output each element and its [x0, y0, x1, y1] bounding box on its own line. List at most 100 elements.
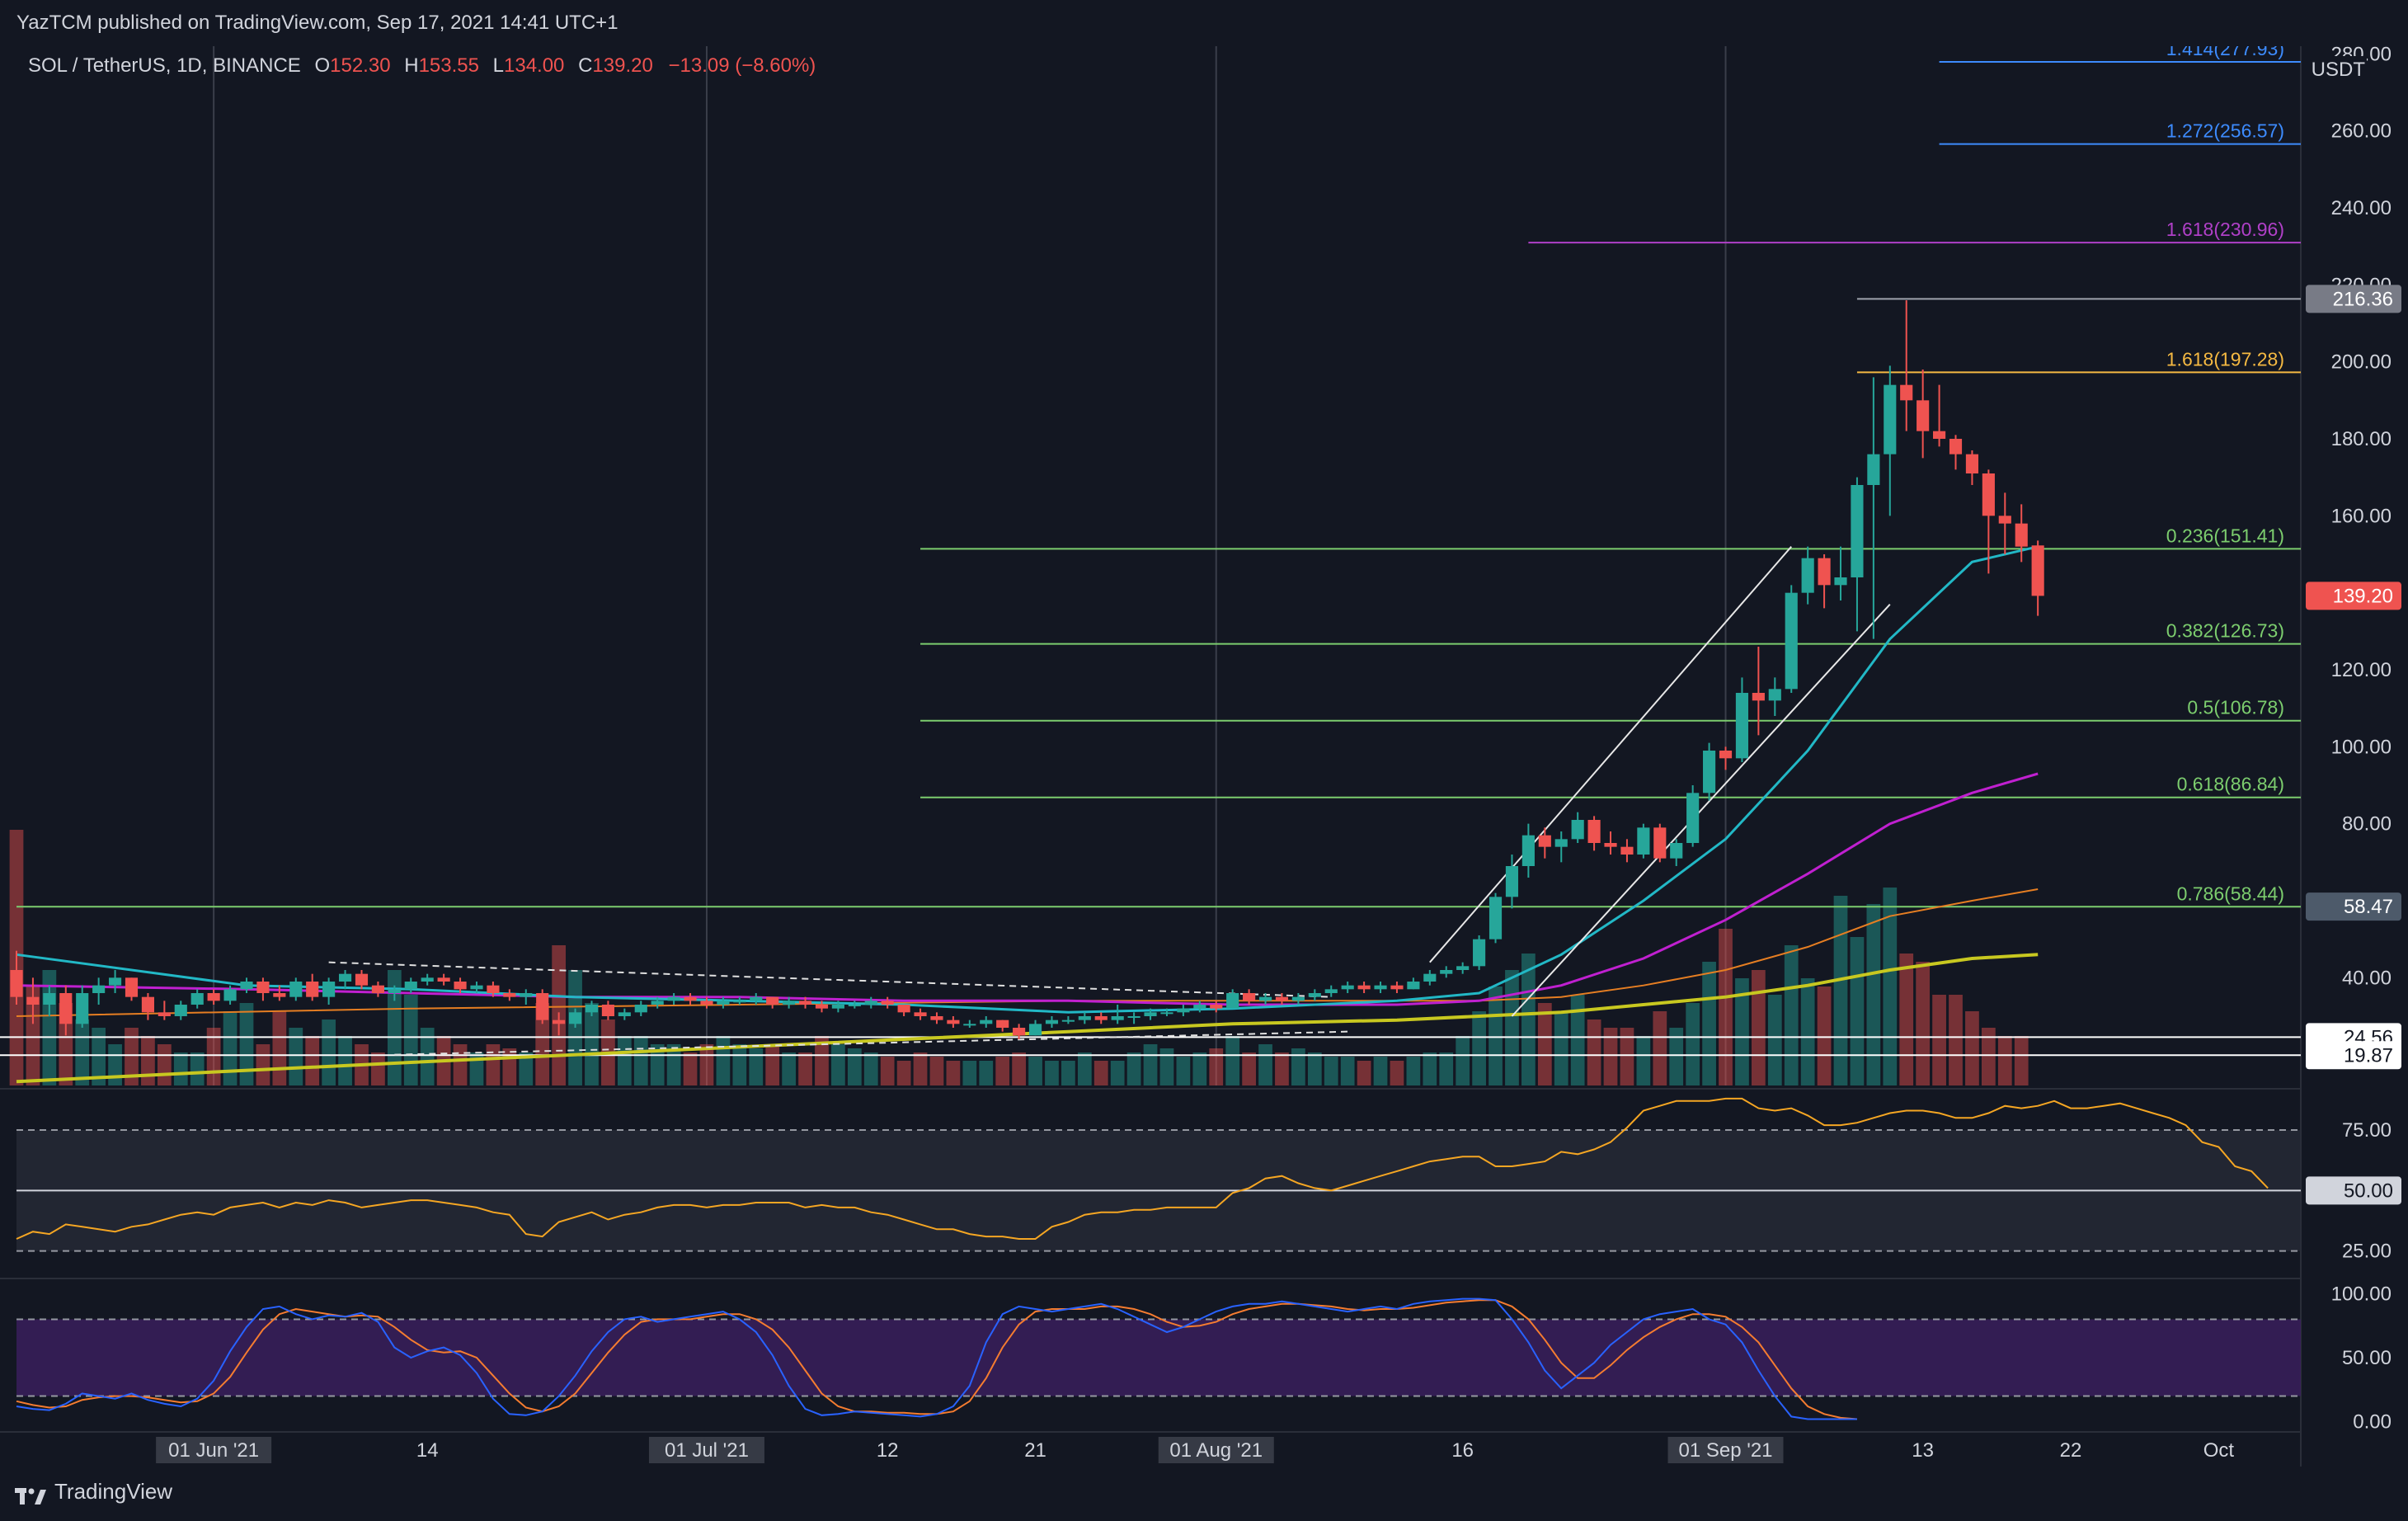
- ema200-line: [16, 953, 2039, 1084]
- candle-body: [897, 1005, 910, 1013]
- volume-bar: [1225, 1036, 1240, 1085]
- volume-bar: [2014, 1036, 2029, 1085]
- time-tick-label: 13: [1912, 1439, 1934, 1462]
- volume-bar: [896, 1061, 911, 1085]
- volume-bar: [239, 1003, 254, 1085]
- candle-body: [1933, 431, 1946, 439]
- fib-level-label: 0.618(86.84): [2177, 774, 2284, 795]
- candle-body: [1703, 751, 1716, 793]
- volume-bar: [1833, 896, 1848, 1085]
- candle-body: [1653, 827, 1667, 859]
- volume-bar: [1307, 1052, 1322, 1085]
- volume-bar: [1373, 1057, 1388, 1085]
- volume-bar: [1291, 1048, 1305, 1085]
- volume-bar: [699, 1044, 714, 1085]
- candle-body: [256, 982, 270, 993]
- tradingview-logo-icon: [15, 1482, 46, 1505]
- candle-body: [1341, 985, 1354, 990]
- candle-body: [1949, 439, 1963, 454]
- price-tag-bg: [2306, 1041, 2401, 1070]
- candle-body: [1554, 839, 1568, 847]
- volume-bar: [157, 1044, 172, 1085]
- candle-body: [1670, 843, 1683, 859]
- candle-body: [43, 993, 56, 1005]
- candle-body: [141, 996, 154, 1013]
- volume-bar: [1570, 995, 1585, 1085]
- rsi-tick-label: 75.00: [2342, 1119, 2392, 1142]
- candle-body: [1275, 996, 1289, 1001]
- volume-bar: [387, 970, 402, 1085]
- volume-bar: [1817, 987, 1832, 1085]
- volume-bar: [256, 1044, 270, 1085]
- volume-bar: [1439, 1052, 1454, 1085]
- volume-bar: [995, 1057, 1010, 1085]
- volume-bar: [223, 1011, 238, 1085]
- volume-bar: [1176, 1057, 1191, 1085]
- volume-bar: [420, 1028, 435, 1085]
- volume-bar: [26, 987, 40, 1085]
- candle-body: [1324, 989, 1338, 993]
- tradingview-footer[interactable]: TradingView: [15, 1475, 172, 1508]
- candle-body: [1686, 793, 1700, 843]
- candle-body: [601, 1005, 614, 1016]
- volume-bar: [1965, 1011, 1979, 1085]
- candle-body: [470, 985, 483, 990]
- candle-body: [996, 1019, 1009, 1028]
- candle-body: [568, 1012, 582, 1024]
- time-tick-label: 01 Sep '21: [1679, 1439, 1773, 1462]
- volume-bar: [1850, 937, 1865, 1085]
- fib-level-label: 1.414(277.93): [2166, 38, 2284, 59]
- volume-bar: [289, 1028, 303, 1085]
- candle-body: [174, 1005, 187, 1016]
- price-tick-label: 100.00: [2331, 736, 2392, 758]
- candle-body: [1177, 1008, 1190, 1013]
- candle-body: [717, 1001, 730, 1005]
- symbol-name[interactable]: SOL / TetherUS, 1D, BINANCE: [28, 54, 301, 77]
- low-value: 134.00: [504, 54, 565, 77]
- volume-bar: [1192, 1052, 1207, 1085]
- volume-bar: [535, 1003, 550, 1085]
- candle-body: [684, 996, 697, 1001]
- candle-body: [207, 993, 220, 1001]
- candle-body: [848, 1005, 861, 1006]
- candle-body: [1801, 558, 1814, 593]
- candle-body: [1818, 558, 1831, 586]
- price-tick-label: 160.00: [2331, 505, 2392, 527]
- volume-bar: [880, 1057, 895, 1085]
- volume-bar: [1012, 1052, 1026, 1085]
- candle-body: [1473, 939, 1486, 967]
- candle-body: [536, 993, 549, 1020]
- time-tick-label: 01 Jun '21: [168, 1439, 259, 1462]
- volume-bar: [108, 1044, 122, 1085]
- candle-body: [914, 1012, 927, 1016]
- volume-bar: [765, 1044, 780, 1085]
- candle-body: [1111, 1016, 1124, 1020]
- rsi-tick-label: 25.00: [2342, 1241, 2392, 1263]
- candle-body: [1982, 473, 1995, 516]
- volume-bar: [125, 1028, 139, 1085]
- candle-body: [1160, 1012, 1173, 1015]
- trendline: [1511, 603, 1891, 1017]
- volume-bar: [683, 1052, 698, 1085]
- candle-body: [618, 1012, 631, 1016]
- volume-bar: [1932, 995, 1946, 1085]
- candle-body: [1390, 985, 1404, 990]
- volume-bar: [1110, 1061, 1125, 1085]
- volume-bar: [1899, 954, 1914, 1085]
- candle-body: [1308, 993, 1321, 997]
- price-tag-bg: [2306, 582, 2401, 610]
- candle-body: [1423, 973, 1437, 982]
- candle-body: [355, 973, 369, 986]
- price-tick-label: 200.00: [2331, 351, 2392, 374]
- volume-bar: [1735, 978, 1749, 1085]
- volume-bar: [782, 1052, 796, 1085]
- candle-body: [1028, 1024, 1042, 1036]
- candle-body: [1735, 693, 1749, 759]
- stoch-tick-label: 100.00: [2331, 1283, 2392, 1305]
- candle-body: [404, 982, 417, 990]
- price-tag-label: 139.20: [2333, 585, 2393, 607]
- time-tick-label: 16: [1451, 1439, 1474, 1462]
- candle-body: [766, 996, 779, 1005]
- volume-bar: [1653, 1011, 1667, 1085]
